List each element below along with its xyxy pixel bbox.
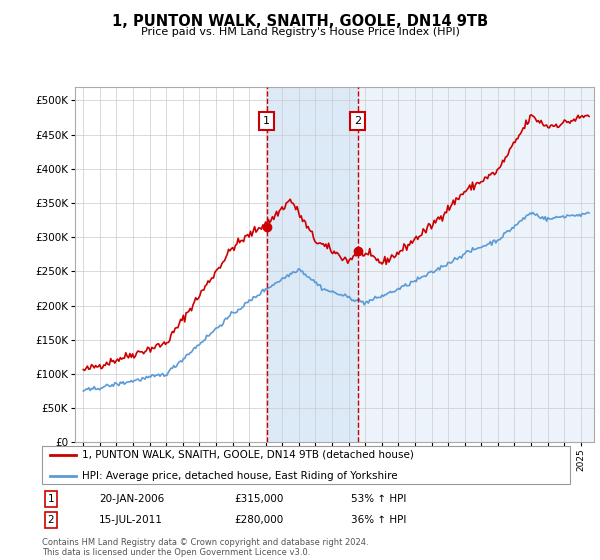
Text: 1: 1 (263, 116, 270, 126)
Text: 1, PUNTON WALK, SNAITH, GOOLE, DN14 9TB (detached house): 1, PUNTON WALK, SNAITH, GOOLE, DN14 9TB … (82, 450, 413, 460)
Text: 2: 2 (354, 116, 361, 126)
Text: 2: 2 (47, 515, 55, 525)
Text: 53% ↑ HPI: 53% ↑ HPI (351, 494, 406, 503)
Bar (358, 87, 594, 442)
Text: Price paid vs. HM Land Registry's House Price Index (HPI): Price paid vs. HM Land Registry's House … (140, 27, 460, 37)
Bar (266, 87, 358, 442)
Text: Contains HM Land Registry data © Crown copyright and database right 2024.
This d: Contains HM Land Registry data © Crown c… (42, 538, 368, 557)
Text: 1, PUNTON WALK, SNAITH, GOOLE, DN14 9TB: 1, PUNTON WALK, SNAITH, GOOLE, DN14 9TB (112, 14, 488, 29)
Text: 20-JAN-2006: 20-JAN-2006 (99, 494, 164, 503)
Text: £315,000: £315,000 (234, 494, 283, 503)
Text: £280,000: £280,000 (234, 515, 283, 525)
Text: 1: 1 (47, 494, 55, 503)
Text: HPI: Average price, detached house, East Riding of Yorkshire: HPI: Average price, detached house, East… (82, 471, 397, 481)
Text: 15-JUL-2011: 15-JUL-2011 (99, 515, 163, 525)
Text: 36% ↑ HPI: 36% ↑ HPI (351, 515, 406, 525)
